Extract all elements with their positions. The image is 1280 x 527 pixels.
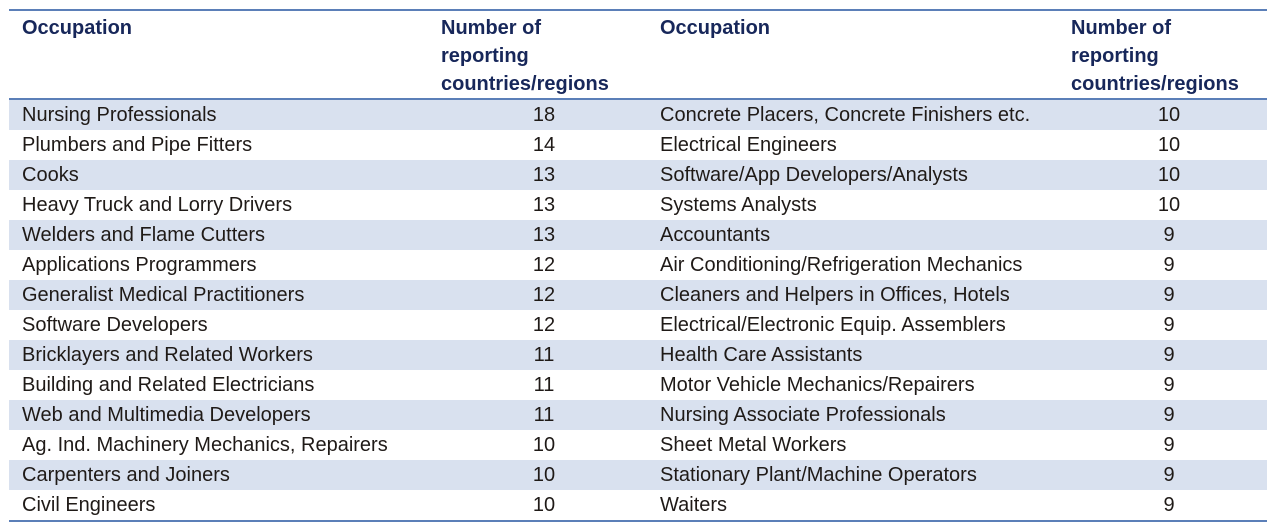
- count-cell-left: 14: [532, 134, 556, 156]
- count-cell-left: 11: [533, 374, 555, 396]
- header-count-line: reporting: [1071, 45, 1159, 67]
- count-cell-right: 9: [1163, 374, 1175, 396]
- count-cell-left: 11: [441, 400, 647, 430]
- occupation-cell-right: Concrete Placers, Concrete Finishers etc…: [647, 99, 1071, 130]
- occupation-cell-left: Web and Multimedia Developers: [9, 400, 441, 430]
- count-cell-left: 12: [532, 254, 556, 276]
- occupation-table-container: Occupation Number of reporting countries…: [9, 9, 1267, 522]
- occupation-cell-right: Motor Vehicle Mechanics/Repairers: [660, 374, 975, 396]
- occupation-table: Occupation Number of reporting countries…: [9, 9, 1267, 522]
- occupation-cell-left: Welders and Flame Cutters: [9, 220, 441, 250]
- occupation-cell-left: Building and Related Electricians: [22, 374, 315, 396]
- count-cell-right: 9: [1071, 460, 1267, 490]
- table-row: Software Developers 12 Electrical/Electr…: [9, 310, 1267, 340]
- occupation-cell-right: Accountants: [647, 220, 1071, 250]
- occupation-cell-left: Software Developers: [22, 314, 208, 336]
- header-count-line: Number of: [441, 17, 541, 39]
- occupation-cell-left: Generalist Medical Practitioners: [9, 280, 441, 310]
- occupation-cell-left: Plumbers and Pipe Fitters: [22, 134, 253, 156]
- occupation-cell-left: Bricklayers and Related Workers: [9, 340, 441, 370]
- table-row: Nursing Professionals 18 Concrete Placer…: [9, 99, 1267, 130]
- count-cell-left: 13: [441, 220, 647, 250]
- count-cell-right: 9: [1071, 340, 1267, 370]
- count-cell-right: 10: [1157, 194, 1181, 216]
- count-cell-right: 9: [1163, 314, 1175, 336]
- count-cell-right: 9: [1163, 254, 1175, 276]
- occupation-cell-right: Air Conditioning/Refrigeration Mechanics: [660, 254, 1023, 276]
- occupation-cell-right: Stationary Plant/Machine Operators: [647, 460, 1071, 490]
- occupation-cell-right: Software/App Developers/Analysts: [647, 160, 1071, 190]
- count-cell-left: 18: [441, 99, 647, 130]
- occupation-cell-left: Carpenters and Joiners: [9, 460, 441, 490]
- count-cell-right: 10: [1157, 134, 1181, 156]
- count-cell-left: 13: [532, 194, 556, 216]
- count-cell-left: 10: [441, 490, 647, 522]
- header-count-line: countries/regions: [1071, 73, 1239, 95]
- count-cell-right: 9: [1071, 220, 1267, 250]
- count-cell-right: 9: [1071, 280, 1267, 310]
- table-row: Applications Programmers 12 Air Conditio…: [9, 250, 1267, 280]
- table-row: Civil Engineers 10 Waiters 9: [9, 490, 1267, 522]
- occupation-cell-left: Civil Engineers: [9, 490, 441, 522]
- occupation-cell-right: Systems Analysts: [660, 194, 817, 216]
- occupation-cell-left: Applications Programmers: [22, 254, 257, 276]
- header-occupation-right: Occupation: [647, 9, 1071, 100]
- occupation-cell-right: Nursing Associate Professionals: [647, 400, 1071, 430]
- table-row: Heavy Truck and Lorry Drivers 13 Systems…: [9, 190, 1267, 220]
- header-count-line: countries/regions: [441, 73, 609, 95]
- occupation-cell-right: Electrical/Electronic Equip. Assemblers: [660, 314, 1006, 336]
- count-cell-left: 12: [532, 314, 556, 336]
- occupation-cell-left: Heavy Truck and Lorry Drivers: [22, 194, 293, 216]
- count-cell-right: 9: [1071, 490, 1267, 522]
- header-count-right: Number of reporting countries/regions: [1071, 9, 1267, 100]
- occupation-cell-right: Sheet Metal Workers: [660, 434, 847, 456]
- count-cell-left: 10: [532, 434, 556, 456]
- occupation-cell-left: Nursing Professionals: [9, 99, 441, 130]
- header-count-line: reporting: [441, 45, 529, 67]
- count-cell-right: 9: [1163, 434, 1175, 456]
- count-cell-left: 12: [441, 280, 647, 310]
- count-cell-left: 13: [441, 160, 647, 190]
- count-cell-right: 10: [1071, 160, 1267, 190]
- table-row: Welders and Flame Cutters 13 Accountants…: [9, 220, 1267, 250]
- table-row: Web and Multimedia Developers 11 Nursing…: [9, 400, 1267, 430]
- occupation-cell-left: Ag. Ind. Machinery Mechanics, Repairers: [22, 434, 388, 456]
- occupation-cell-right: Cleaners and Helpers in Offices, Hotels: [647, 280, 1071, 310]
- count-cell-left: 11: [441, 340, 647, 370]
- header-count-line: Number of: [1071, 17, 1171, 39]
- table-row: Building and Related Electricians 11 Mot…: [9, 370, 1267, 400]
- occupation-cell-right: Electrical Engineers: [660, 134, 837, 156]
- header-row: Occupation Number of reporting countries…: [9, 9, 1267, 100]
- table-row: Ag. Ind. Machinery Mechanics, Repairers …: [9, 430, 1267, 460]
- occupation-cell-right: Health Care Assistants: [647, 340, 1071, 370]
- table-header: Occupation Number of reporting countries…: [9, 9, 1267, 100]
- table-body: Nursing Professionals 18 Concrete Placer…: [9, 99, 1267, 522]
- table-row: Carpenters and Joiners 10 Stationary Pla…: [9, 460, 1267, 490]
- occupation-cell-left: Cooks: [9, 160, 441, 190]
- table-row: Plumbers and Pipe Fitters 14 Electrical …: [9, 130, 1267, 160]
- occupation-cell-right: Waiters: [647, 490, 1071, 522]
- table-row: Cooks 13 Software/App Developers/Analyst…: [9, 160, 1267, 190]
- table-row: Generalist Medical Practitioners 12 Clea…: [9, 280, 1267, 310]
- header-occupation-left: Occupation: [9, 9, 441, 100]
- table-row: Bricklayers and Related Workers 11 Healt…: [9, 340, 1267, 370]
- count-cell-right: 10: [1071, 99, 1267, 130]
- header-count-left: Number of reporting countries/regions: [441, 9, 647, 100]
- count-cell-right: 9: [1071, 400, 1267, 430]
- count-cell-left: 10: [441, 460, 647, 490]
